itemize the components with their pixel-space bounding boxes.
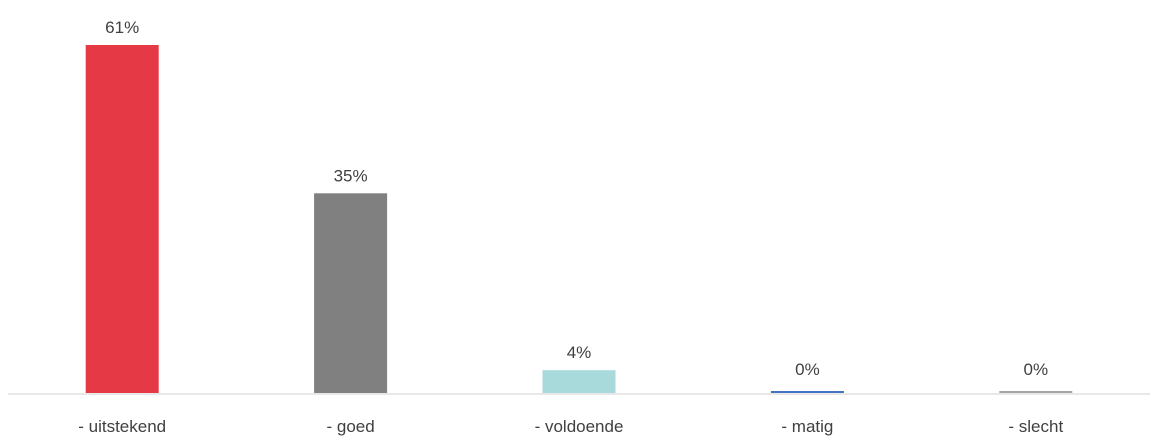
bar-4	[999, 391, 1072, 393]
bar-0	[86, 45, 159, 393]
bar-2	[543, 370, 616, 393]
bars-layer	[86, 45, 1073, 393]
x-tick-label-2: - voldoende	[535, 417, 624, 436]
data-label-3: 0%	[795, 360, 820, 379]
data-label-0: 61%	[105, 18, 139, 37]
data-label-4: 0%	[1024, 360, 1049, 379]
x-tick-labels-layer: - uitstekend - goed - voldoende - matig - sl…	[78, 417, 1063, 436]
x-tick-label-0: - uitstekend	[78, 417, 166, 436]
data-labels-layer: 61% 35% 4% 0% 0%	[105, 18, 1048, 379]
x-tick-label-1: - goed	[326, 417, 374, 436]
data-label-1: 35%	[334, 166, 368, 185]
x-tick-label-3: - matig	[781, 417, 833, 436]
x-tick-label-4: - slecht	[1008, 417, 1063, 436]
bar-3	[771, 391, 844, 393]
data-label-2: 4%	[567, 343, 592, 362]
bar-1	[314, 193, 387, 393]
